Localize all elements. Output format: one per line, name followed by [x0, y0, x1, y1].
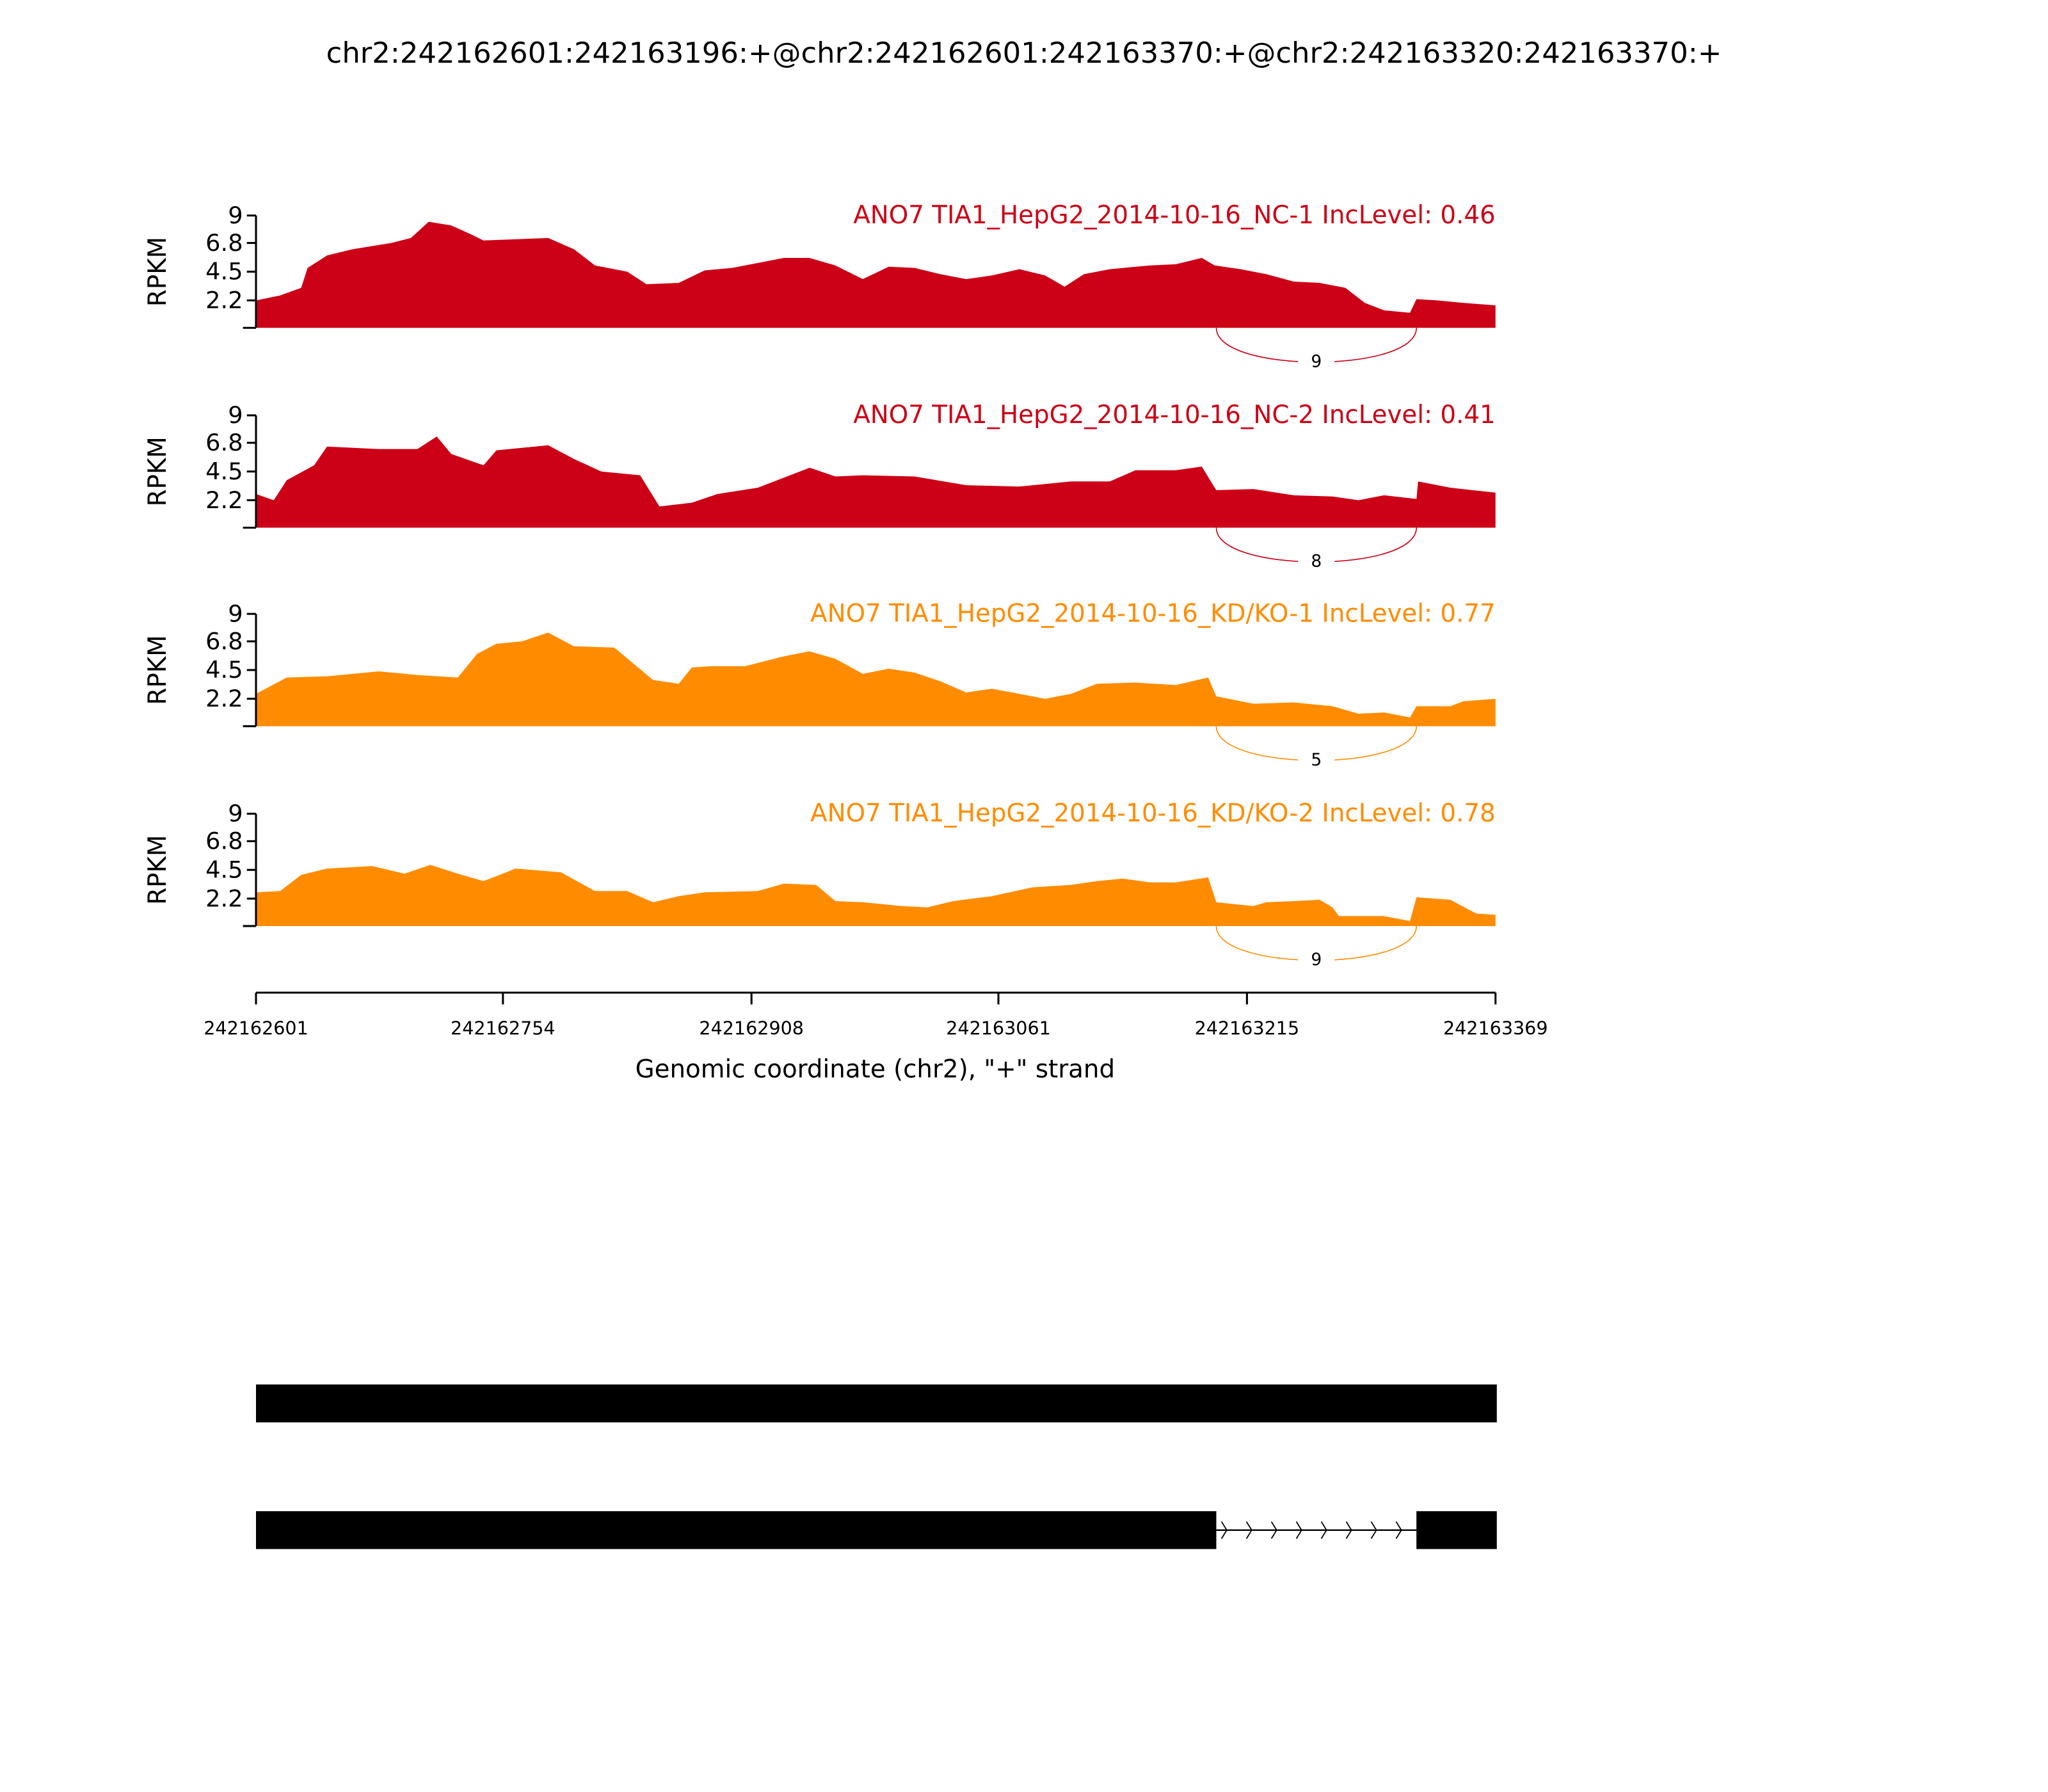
y-axis-label: RPKM: [143, 835, 172, 905]
x-tick-label: 242162601: [204, 1017, 308, 1039]
exon-block: [1416, 1511, 1497, 1549]
junction-count-label: 8: [1311, 552, 1322, 572]
x-axis-label: Genomic coordinate (chr2), "+" strand: [636, 1055, 1116, 1084]
y-tick-label: 6.8: [205, 429, 243, 456]
exon-block: [256, 1384, 1497, 1423]
y-tick-label: 4.5: [205, 258, 243, 285]
track-label: ANO7 TIA1_HepG2_2014-10-16_NC-1 IncLevel…: [853, 201, 1495, 230]
track-label: ANO7 TIA1_HepG2_2014-10-16_KD/KO-2 IncLe…: [810, 799, 1496, 828]
junction-label-bg: [1298, 948, 1335, 967]
coverage-area: [256, 221, 1496, 328]
strand-arrow-icon: [1370, 1521, 1377, 1539]
x-tick-label: 242163061: [946, 1017, 1051, 1039]
y-tick-label: 2.2: [205, 685, 243, 712]
y-tick-label: 9: [228, 800, 243, 828]
y-axis-label: RPKM: [143, 436, 172, 506]
y-tick-label: 2.2: [205, 486, 243, 514]
chart-title: chr2:242162601:242163196:+@chr2:24216260…: [326, 36, 1722, 70]
junction-count-label: 5: [1311, 750, 1322, 770]
strand-arrow-icon: [1220, 1521, 1228, 1539]
strand-arrow-icon: [1345, 1521, 1352, 1539]
junction-count-label: 9: [1311, 351, 1322, 371]
x-tick-label: 242162908: [699, 1017, 804, 1039]
coverage-area: [256, 632, 1496, 726]
x-axis: 242162601 242162754 242162908 242163061 2421…: [204, 991, 1548, 1084]
junction-label-bg: [1298, 748, 1335, 767]
junction-count-label: 9: [1311, 950, 1322, 970]
x-tick-label: 242163369: [1443, 1017, 1548, 1039]
y-tick-label: 4.5: [205, 856, 243, 883]
y-tick-label: 9: [228, 600, 243, 627]
isoform-model: [256, 1511, 1497, 1549]
coverage-track: 96.84.52.2 RPKM ANO7 TIA1_HepG2_2014-10-16…: [143, 599, 1496, 770]
y-tick-label: 2.2: [205, 287, 243, 314]
x-tick-label: 242163215: [1195, 1017, 1300, 1039]
strand-arrow-icon: [1270, 1521, 1277, 1539]
y-tick-label: 9: [228, 202, 243, 229]
y-tick-label: 6.8: [205, 229, 243, 257]
y-axis-label: RPKM: [143, 635, 172, 705]
track-label: ANO7 TIA1_HepG2_2014-10-16_NC-2 IncLevel…: [853, 401, 1495, 429]
junction-label-bg: [1298, 349, 1335, 369]
isoform-model: [256, 1384, 1497, 1423]
strand-arrow-icon: [1395, 1521, 1402, 1539]
y-axis-label: RPKM: [143, 237, 172, 307]
x-tick-label: 242162754: [451, 1017, 556, 1039]
y-tick-label: 4.5: [205, 656, 243, 684]
y-tick-label: 2.2: [205, 884, 243, 912]
y-tick-label: 9: [228, 401, 243, 429]
coverage-area: [256, 865, 1496, 926]
junction-label-bg: [1298, 550, 1335, 568]
y-tick-label: 6.8: [205, 627, 243, 655]
strand-arrow-icon: [1245, 1521, 1252, 1539]
coverage-area: [256, 436, 1496, 528]
y-tick-label: 6.8: [205, 828, 243, 855]
coverage-track: 96.84.52.2 RPKM ANO7 TIA1_HepG2_2014-10-16…: [143, 401, 1496, 572]
exon-block: [256, 1511, 1217, 1549]
y-tick-label: 4.5: [205, 458, 243, 485]
strand-arrow-icon: [1320, 1521, 1327, 1539]
gene-models: [256, 1384, 1497, 1549]
strand-arrow-icon: [1295, 1521, 1302, 1539]
track-label: ANO7 TIA1_HepG2_2014-10-16_KD/KO-1 IncLe…: [810, 599, 1496, 628]
